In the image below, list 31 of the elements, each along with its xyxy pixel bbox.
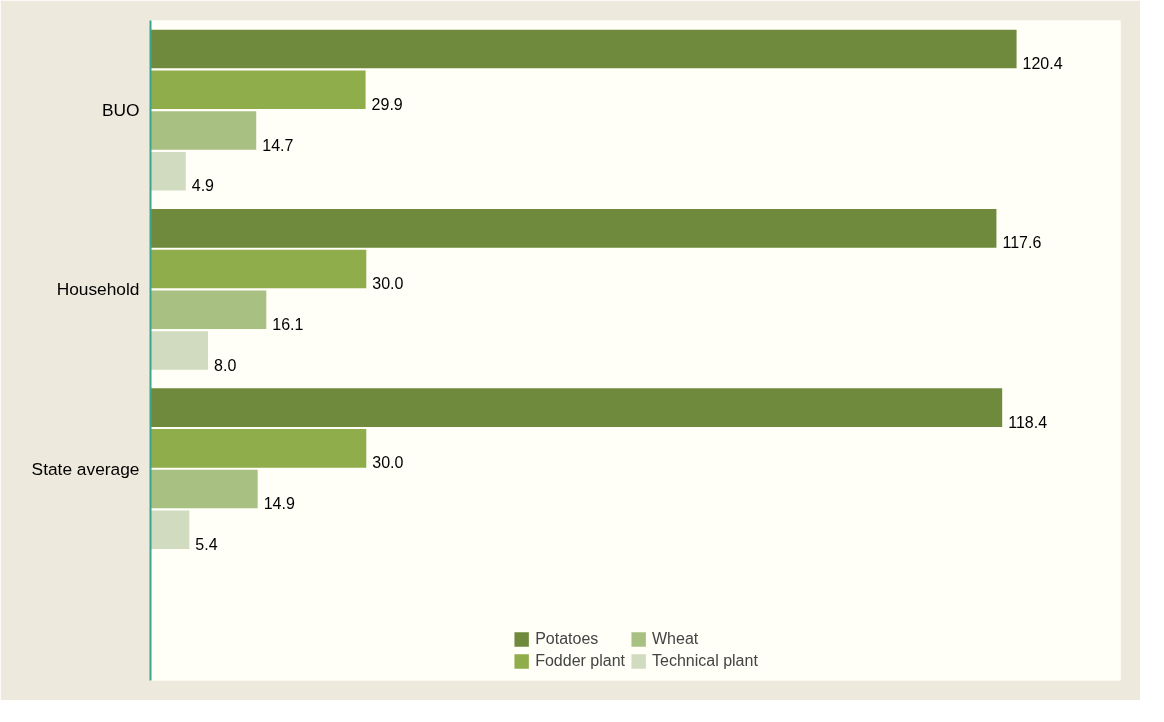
bar (150, 208, 997, 248)
legend-label: Wheat (652, 630, 699, 648)
data-label: 16.1 (272, 315, 304, 333)
y-tick-label: State average (31, 458, 140, 479)
bar (150, 249, 367, 289)
data-label: 8.0 (214, 356, 237, 374)
bar (150, 469, 258, 509)
y-tick-label: BUO (101, 100, 140, 121)
bar (150, 70, 366, 110)
bar (150, 151, 186, 191)
data-label: 5.4 (195, 535, 218, 553)
data-label: 14.7 (262, 136, 294, 154)
data-label: 117.6 (1002, 234, 1042, 252)
data-label: 30.0 (372, 454, 404, 472)
bar (150, 388, 1003, 427)
data-label: 120.4 (1022, 55, 1063, 73)
bar (150, 290, 267, 330)
legend-label: Potatoes (535, 630, 599, 648)
data-label: 118.4 (1008, 413, 1048, 431)
data-label: 29.9 (371, 95, 403, 113)
bar (150, 510, 190, 550)
data-label: 30.0 (372, 275, 404, 293)
y-tick-label: Household (56, 279, 140, 300)
bar (150, 29, 1017, 69)
legend-label: Fodder plant (535, 652, 625, 670)
data-label: 4.9 (191, 177, 215, 195)
bar (150, 331, 209, 370)
bar (150, 111, 257, 150)
legend-label: Technical plant (652, 652, 758, 670)
bar (150, 428, 367, 468)
data-label: 14.9 (263, 495, 295, 513)
